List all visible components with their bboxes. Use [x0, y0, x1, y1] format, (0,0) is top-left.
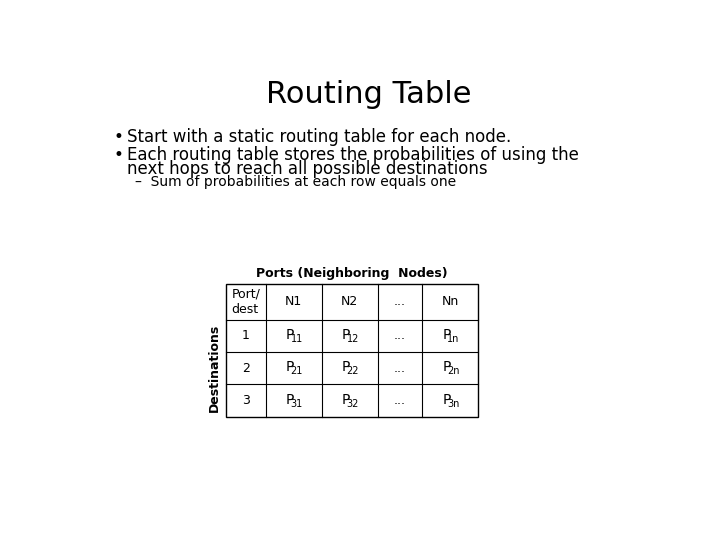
- Text: Port/
dest: Port/ dest: [231, 288, 260, 316]
- Text: Destinations: Destinations: [208, 324, 221, 413]
- Text: P: P: [442, 360, 451, 374]
- Text: P: P: [442, 328, 451, 342]
- Text: Each routing table stores the probabilities of using the: Each routing table stores the probabilit…: [127, 146, 579, 164]
- Text: 2: 2: [242, 362, 250, 375]
- Text: ...: ...: [394, 362, 406, 375]
- Text: P: P: [286, 393, 294, 407]
- Bar: [225, 284, 478, 417]
- Text: N1: N1: [285, 295, 302, 308]
- Text: 21: 21: [291, 366, 303, 376]
- Text: Ports (Neighboring  Nodes): Ports (Neighboring Nodes): [256, 267, 448, 280]
- Text: 3: 3: [242, 394, 250, 407]
- Text: P: P: [341, 393, 350, 407]
- Text: ...: ...: [394, 394, 406, 407]
- Text: 1: 1: [242, 329, 250, 342]
- Text: 2n: 2n: [447, 366, 460, 376]
- Text: ...: ...: [394, 295, 406, 308]
- Text: P: P: [341, 360, 350, 374]
- Text: ...: ...: [394, 329, 406, 342]
- Text: –  Sum of probabilities at each row equals one: – Sum of probabilities at each row equal…: [135, 175, 456, 189]
- Text: Nn: Nn: [442, 295, 459, 308]
- Text: N2: N2: [341, 295, 359, 308]
- Text: 11: 11: [291, 334, 303, 344]
- Text: 31: 31: [291, 399, 303, 409]
- Text: 3n: 3n: [447, 399, 459, 409]
- Text: 12: 12: [346, 334, 359, 344]
- Text: 22: 22: [346, 366, 359, 376]
- Text: next hops to reach all possible destinations: next hops to reach all possible destinat…: [127, 159, 488, 178]
- Text: P: P: [286, 328, 294, 342]
- Text: P: P: [341, 328, 350, 342]
- Text: Routing Table: Routing Table: [266, 79, 472, 109]
- Text: 1n: 1n: [447, 334, 459, 344]
- Text: •: •: [113, 146, 123, 164]
- Text: Start with a static routing table for each node.: Start with a static routing table for ea…: [127, 128, 511, 146]
- Text: •: •: [113, 128, 123, 146]
- Text: P: P: [442, 393, 451, 407]
- Text: 32: 32: [346, 399, 359, 409]
- Text: P: P: [286, 360, 294, 374]
